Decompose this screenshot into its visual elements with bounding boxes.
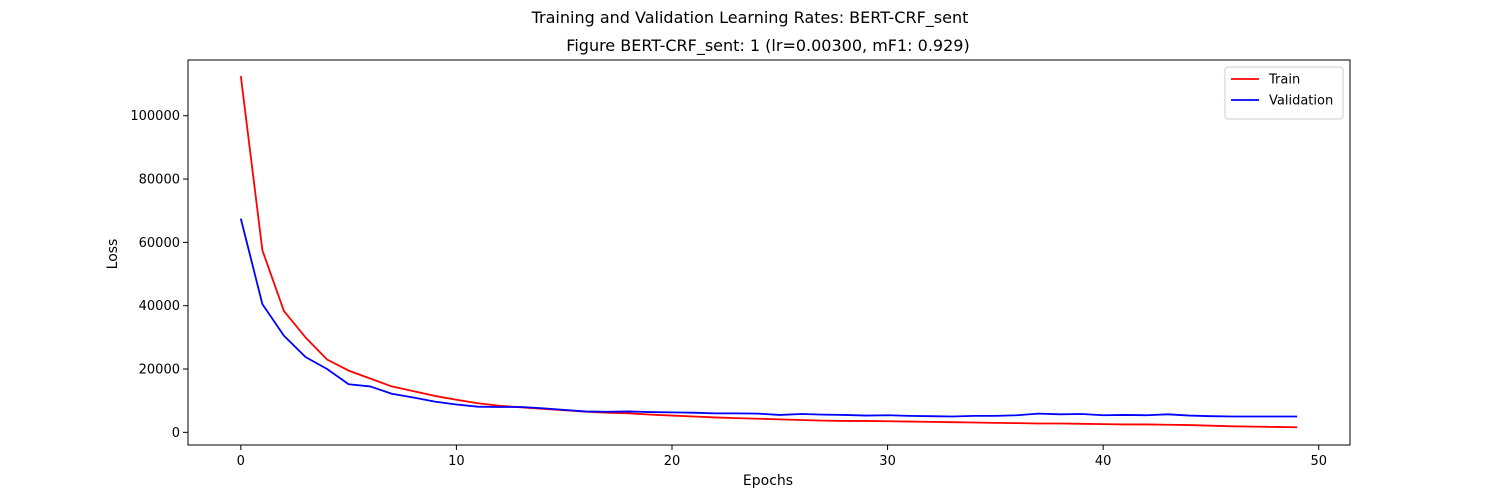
x-tick-label: 40 (1095, 454, 1112, 469)
y-tick-label: 80000 (139, 173, 180, 188)
x-tick-label: 0 (237, 454, 245, 469)
y-tick-label: 20000 (139, 363, 180, 378)
x-axis: 0 10 20 30 40 50 (237, 445, 1327, 469)
legend-label-train: Train (1268, 73, 1300, 88)
legend-box (1224, 66, 1344, 120)
y-tick-label: 0 (172, 426, 180, 441)
chart-subtitle: Figure BERT-CRF_sent: 1 (lr=0.00300, mF1… (566, 36, 969, 56)
series-line-validation (239, 218, 1298, 418)
legend: Train Validation (1224, 66, 1344, 120)
x-tick-label: 10 (448, 454, 465, 469)
y-tick-label: 40000 (139, 299, 180, 314)
x-tick-label: 50 (1310, 454, 1327, 469)
y-tick-label: 100000 (130, 109, 180, 124)
plot-frame (187, 59, 1351, 446)
x-tick-label: 30 (879, 454, 896, 469)
x-tick-label: 20 (664, 454, 681, 469)
y-axis-label: Loss (105, 239, 121, 270)
plot-area (187, 59, 1351, 446)
legend-label-validation: Validation (1269, 94, 1333, 109)
y-axis: 0 20000 40000 60000 80000 100000 (130, 109, 188, 441)
x-axis-label: Epochs (743, 473, 793, 489)
y-tick-label: 60000 (139, 236, 180, 251)
series-layer (239, 76, 1298, 429)
series-line-train (239, 76, 1298, 429)
chart-title: Training and Validation Learning Rates: … (531, 8, 969, 28)
